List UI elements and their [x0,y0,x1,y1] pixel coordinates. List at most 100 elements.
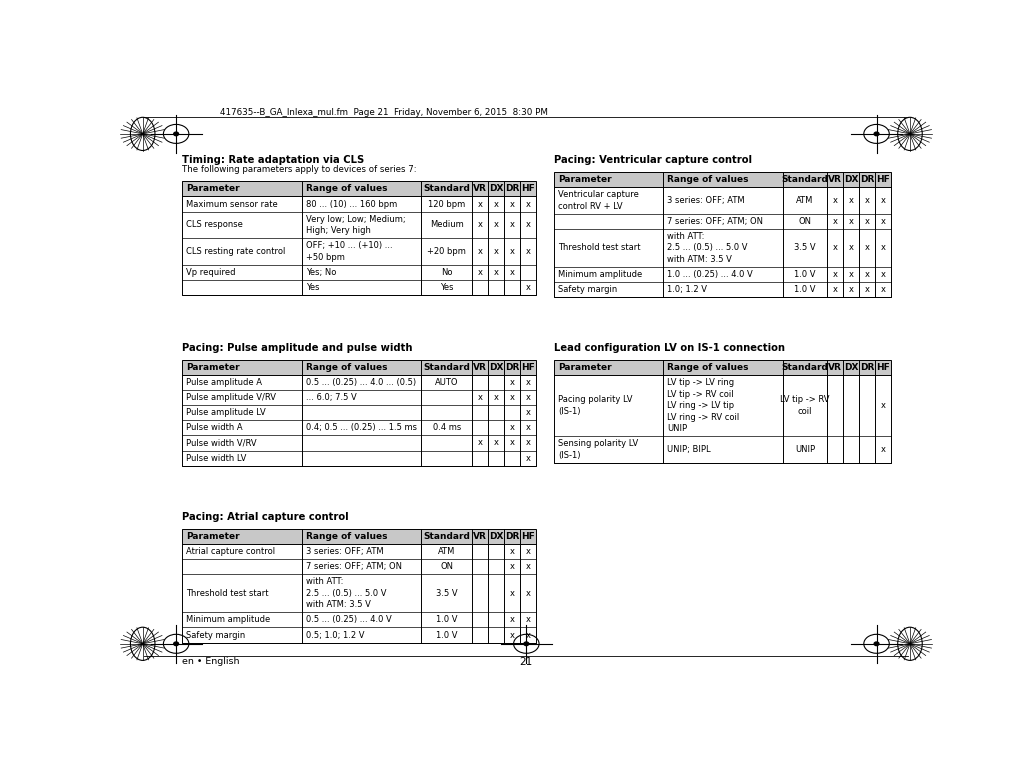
Text: x: x [509,199,515,209]
Text: Yes: Yes [306,283,319,292]
Text: x: x [478,393,483,402]
Text: Standard: Standard [423,363,470,372]
Text: DX: DX [489,532,503,541]
Text: x: x [526,547,530,556]
Circle shape [174,132,179,136]
Text: x: x [478,199,483,209]
Text: x: x [526,378,530,387]
Text: with ATT:
2.5 ... (0.5) ... 5.0 V
with ATM: 3.5 V: with ATT: 2.5 ... (0.5) ... 5.0 V with A… [668,232,748,264]
Text: CLS response: CLS response [187,220,243,229]
Text: ATM: ATM [796,196,813,205]
Text: x: x [526,408,530,417]
Text: Pulse amplitude A: Pulse amplitude A [187,378,263,387]
Text: 417635--B_GA_Inlexa_mul.fm  Page 21  Friday, November 6, 2015  8:30 PM: 417635--B_GA_Inlexa_mul.fm Page 21 Frida… [220,108,547,117]
Text: x: x [880,196,885,205]
Bar [555,360,890,463]
Text: 3 series: OFF; ATM: 3 series: OFF; ATM [668,196,745,205]
Text: x: x [848,270,853,279]
Bar [183,360,536,466]
Text: 1.0 V: 1.0 V [794,285,815,294]
Text: 1.0 V: 1.0 V [436,631,457,640]
Text: Timing: Rate adaptation via CLS: Timing: Rate adaptation via CLS [183,155,365,165]
Text: LV tip -> LV ring
LV tip -> RV coil
LV ring -> LV tip
LV ring -> RV coil
UNIP: LV tip -> LV ring LV tip -> RV coil LV r… [668,378,739,433]
Text: Pacing: Atrial capture control: Pacing: Atrial capture control [183,511,349,521]
Text: Pacing: Pulse amplitude and pulse width: Pacing: Pulse amplitude and pulse width [183,343,413,353]
Text: DR: DR [505,532,520,541]
Text: Range of values: Range of values [306,532,387,541]
Text: x: x [478,268,483,277]
Text: x: x [526,615,530,624]
Text: x: x [865,285,870,294]
Text: Atrial capture control: Atrial capture control [187,547,275,556]
Text: x: x [865,216,870,226]
Text: Threshold test start: Threshold test start [559,243,641,253]
FancyBboxPatch shape [555,172,890,187]
Text: UNIP; BIPL: UNIP; BIPL [668,445,711,454]
Text: x: x [833,243,838,253]
Text: x: x [509,220,515,229]
Text: x: x [526,424,530,432]
Text: Very low; Low; Medium;
High; Very high: Very low; Low; Medium; High; Very high [306,215,406,235]
Text: x: x [526,283,530,292]
Text: CLS resting rate control: CLS resting rate control [187,247,286,256]
Text: x: x [848,285,853,294]
Text: Ventricular capture
control RV + LV: Ventricular capture control RV + LV [559,190,639,210]
Text: x: x [509,393,515,402]
Text: x: x [833,285,838,294]
Text: OFF; +10 ... (+10) ...
+50 bpm: OFF; +10 ... (+10) ... +50 bpm [306,241,392,262]
Text: x: x [526,247,530,256]
Text: x: x [880,401,885,410]
Text: The following parameters apply to devices of series 7:: The following parameters apply to device… [183,166,417,174]
Text: ON: ON [441,562,453,571]
Text: Range of values: Range of values [306,184,387,193]
Text: Vp required: Vp required [187,268,236,277]
Text: VR: VR [473,363,487,372]
Text: 3 series: OFF; ATM: 3 series: OFF; ATM [306,547,383,556]
Text: Standard: Standard [423,184,470,193]
Text: Medium: Medium [430,220,463,229]
Text: x: x [526,562,530,571]
Text: Standard: Standard [423,532,470,541]
Text: HF: HF [521,532,535,541]
Text: x: x [848,196,853,205]
Text: Pulse width V/RV: Pulse width V/RV [187,438,257,447]
Text: 7 series: OFF; ATM; ON: 7 series: OFF; ATM; ON [306,562,402,571]
Circle shape [874,642,879,645]
Text: Pacing: Ventricular capture control: Pacing: Ventricular capture control [555,155,752,165]
Text: Parameter: Parameter [187,532,240,541]
Text: Yes; No: Yes; No [306,268,336,277]
Text: Parameter: Parameter [559,175,612,184]
FancyBboxPatch shape [183,529,536,544]
Bar [183,182,536,295]
Circle shape [524,642,529,645]
Text: x: x [494,220,498,229]
Text: x: x [880,445,885,454]
Text: x: x [833,216,838,226]
Text: DX: DX [844,363,859,372]
Text: x: x [880,243,885,253]
Text: x: x [865,196,870,205]
Text: x: x [865,270,870,279]
Text: DX: DX [489,184,503,193]
Text: VR: VR [828,175,842,184]
Text: 0.5; 1.0; 1.2 V: 0.5; 1.0; 1.2 V [306,631,365,640]
Text: x: x [494,438,498,447]
Text: x: x [509,589,515,598]
Text: HF: HF [876,175,889,184]
Text: DX: DX [844,175,859,184]
Text: 0.5 ... (0.25) ... 4.0 ... (0.5): 0.5 ... (0.25) ... 4.0 ... (0.5) [306,378,416,387]
Text: x: x [494,247,498,256]
Text: x: x [509,378,515,387]
Text: Pulse width LV: Pulse width LV [187,454,246,463]
Text: Minimum amplitude: Minimum amplitude [187,615,271,624]
Text: Pacing polarity LV
(IS-1): Pacing polarity LV (IS-1) [559,395,633,416]
Text: x: x [865,243,870,253]
Text: DX: DX [489,363,503,372]
Text: x: x [509,424,515,432]
Text: x: x [478,438,483,447]
Text: x: x [478,247,483,256]
Text: x: x [526,631,530,640]
Text: x: x [494,268,498,277]
Text: with ATT:
2.5 ... (0.5) ... 5.0 V
with ATM: 3.5 V: with ATT: 2.5 ... (0.5) ... 5.0 V with A… [306,578,386,609]
Text: DR: DR [505,363,520,372]
